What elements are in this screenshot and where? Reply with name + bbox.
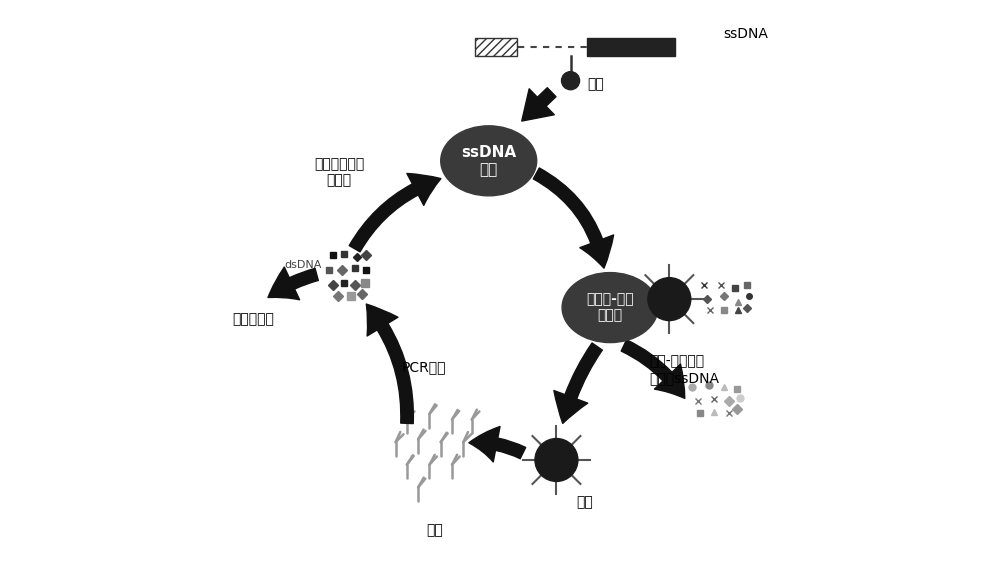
FancyArrowPatch shape [621, 340, 685, 398]
Text: 克隆、测序: 克隆、测序 [232, 312, 274, 326]
FancyArrowPatch shape [533, 168, 614, 268]
Circle shape [562, 72, 580, 89]
Ellipse shape [441, 126, 537, 196]
Text: 洗脱: 洗脱 [576, 495, 593, 510]
FancyArrowPatch shape [349, 173, 441, 252]
Circle shape [648, 278, 691, 320]
Text: PCR扩增: PCR扩增 [401, 360, 446, 374]
FancyArrowPatch shape [469, 426, 526, 462]
Text: dsDNA: dsDNA [285, 260, 322, 270]
Text: ssDNA
文库: ssDNA 文库 [461, 145, 516, 177]
Ellipse shape [562, 272, 658, 343]
FancyArrowPatch shape [554, 343, 602, 424]
FancyArrowPatch shape [366, 304, 413, 424]
Text: 浓缩: 浓缩 [427, 523, 443, 538]
Text: ssDNA: ssDNA [723, 27, 768, 41]
Circle shape [535, 438, 578, 482]
Bar [475, 38, 517, 56]
Text: 酶解法制备次
级文库: 酶解法制备次 级文库 [314, 157, 364, 187]
FancyArrowPatch shape [268, 267, 318, 300]
Bar [587, 38, 675, 56]
FancyArrowPatch shape [522, 88, 556, 121]
Text: 靶标: 靶标 [587, 78, 604, 92]
Text: 分离-结合与未
结合的ssDNA: 分离-结合与未 结合的ssDNA [650, 355, 720, 385]
Text: 适配体-靶标
复合物: 适配体-靶标 复合物 [586, 292, 634, 323]
